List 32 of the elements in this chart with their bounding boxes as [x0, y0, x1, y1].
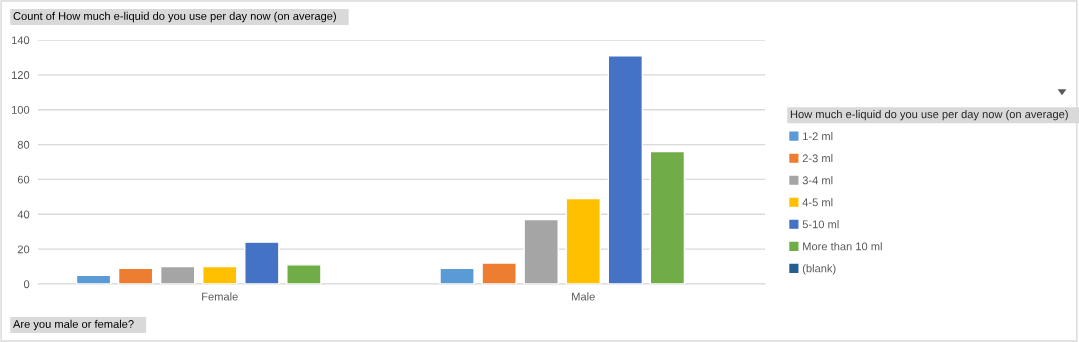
legend-title: How much e-liquid do you use per day now (on average) — [790, 110, 1068, 121]
x-tick-label: Female — [202, 292, 238, 301]
bar — [75, 274, 112, 284]
legend-label: 4-5 ml — [802, 198, 833, 207]
y-tick-label: 0 — [23, 280, 30, 289]
bar — [649, 150, 686, 284]
y-tick-label: 80 — [17, 140, 30, 149]
bar — [607, 54, 644, 284]
legend-label: More than 10 ml — [803, 242, 882, 251]
legend-label: 3-4 ml — [802, 176, 833, 185]
legend-label: 2-3 ml — [802, 154, 833, 163]
legend-label: (blank) — [802, 264, 836, 275]
bar — [159, 265, 196, 284]
y-tick-label: 100 — [11, 105, 30, 114]
legend-label: 1-2 ml — [803, 132, 833, 141]
bar — [565, 197, 601, 284]
y-tick-label: 140 — [11, 36, 30, 45]
bar — [202, 265, 238, 284]
chart-title: Count of How much e-liquid do you use per day now (on average) — [13, 11, 336, 23]
y-tick-label: 40 — [17, 210, 30, 219]
bar — [481, 262, 517, 284]
x-tick-label: Male — [572, 292, 595, 301]
bar — [117, 267, 154, 284]
bar — [523, 218, 559, 284]
bar — [286, 264, 322, 284]
x-axis-title: Are you male or female? — [13, 319, 134, 331]
bar — [439, 267, 475, 284]
y-tick-label: 120 — [11, 71, 30, 79]
y-tick-label: 20 — [17, 245, 30, 254]
y-tick-label: 60 — [17, 175, 30, 184]
legend-label: 5-10 ml — [802, 220, 839, 229]
bar — [244, 241, 280, 284]
